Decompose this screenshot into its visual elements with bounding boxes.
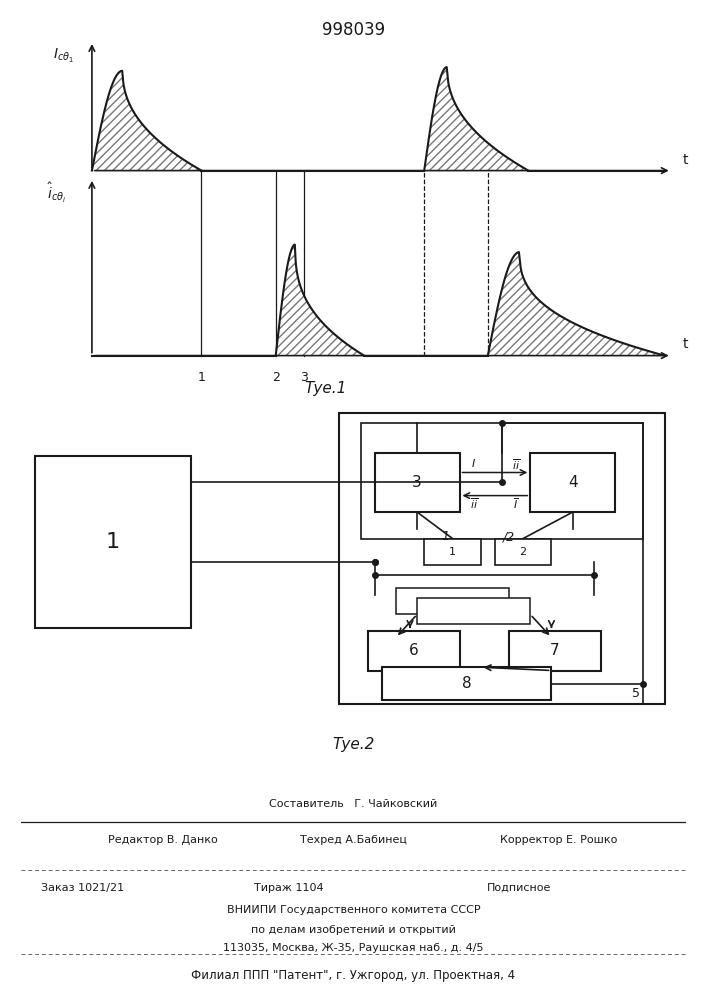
Text: 6: 6	[409, 643, 419, 658]
Bar	[396, 588, 509, 614]
Text: t: t	[683, 152, 689, 166]
Text: $\hat{i}_{c\theta_i}$: $\hat{i}_{c\theta_i}$	[47, 181, 66, 205]
Text: 113035, Москва, Ж-35, Раушская наб., д. 4/5: 113035, Москва, Ж-35, Раушская наб., д. …	[223, 943, 484, 953]
Text: Корректор Е. Рошко: Корректор Е. Рошко	[500, 835, 617, 845]
Text: Заказ 1021/21: Заказ 1021/21	[41, 883, 124, 893]
Text: $I_{c\theta_1}$: $I_{c\theta_1}$	[53, 47, 74, 65]
Text: 1: 1	[197, 371, 206, 384]
Text: 3: 3	[300, 371, 308, 384]
Bar	[368, 631, 460, 670]
Text: I: I	[472, 459, 475, 469]
Text: /2: /2	[503, 530, 515, 543]
Text: Редактор В. Данко: Редактор В. Данко	[107, 835, 217, 845]
Text: 1: 1	[106, 532, 120, 552]
Bar	[35, 456, 191, 628]
Bar	[382, 667, 551, 700]
Text: Τуе.1: Τуе.1	[304, 381, 346, 396]
Text: $\overline{ii}$: $\overline{ii}$	[469, 497, 478, 511]
Bar	[495, 538, 551, 565]
Text: $\overline{I}$: $\overline{I}$	[513, 497, 519, 511]
Text: 2: 2	[271, 371, 280, 384]
Text: 2: 2	[520, 547, 527, 557]
Text: Τуе.2: Τуе.2	[332, 736, 375, 752]
Bar	[361, 423, 643, 538]
Text: Подписное: Подписное	[486, 883, 551, 893]
Text: Тираж 1104: Тираж 1104	[254, 883, 323, 893]
Text: 3: 3	[412, 475, 422, 490]
Text: 5: 5	[632, 687, 641, 700]
Text: 1: 1	[449, 547, 456, 557]
Bar	[530, 453, 615, 512]
Text: Техред А.Бабинец: Техред А.Бабинец	[300, 835, 407, 845]
Bar	[424, 538, 481, 565]
Text: 8: 8	[462, 676, 472, 691]
Text: Составитель   Г. Чайковский: Составитель Г. Чайковский	[269, 799, 438, 809]
Bar	[417, 598, 530, 624]
Text: 998039: 998039	[322, 21, 385, 39]
Text: t: t	[683, 338, 689, 352]
Bar	[375, 453, 460, 512]
Text: 4: 4	[568, 475, 578, 490]
Text: 1: 1	[441, 530, 450, 543]
Text: Филиал ППП "Патент", г. Ужгород, ул. Проектная, 4: Филиал ППП "Патент", г. Ужгород, ул. Про…	[192, 970, 515, 982]
Text: $\overline{ii}$: $\overline{ii}$	[512, 457, 520, 472]
Text: 7: 7	[550, 643, 560, 658]
Text: ВНИИПИ Государственного комитета СССР: ВНИИПИ Государственного комитета СССР	[227, 905, 480, 915]
Text: по делам изобретений и открытий: по делам изобретений и открытий	[251, 925, 456, 935]
Bar	[509, 631, 601, 670]
Bar	[339, 413, 665, 704]
